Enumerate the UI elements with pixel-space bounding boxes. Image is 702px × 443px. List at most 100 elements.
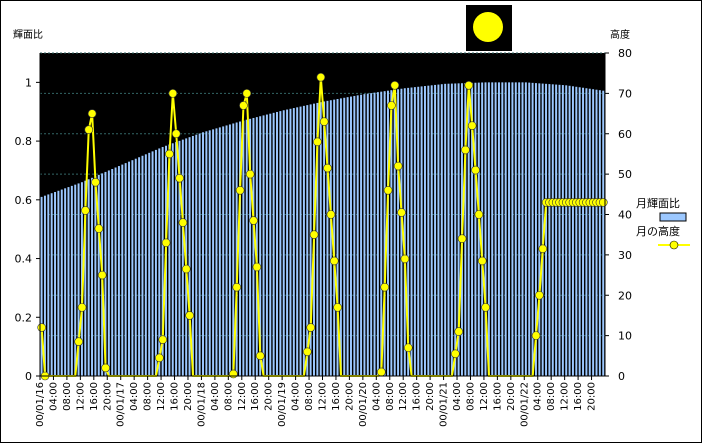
altitude-point bbox=[454, 327, 464, 336]
x-tick-label: 00/01/22 bbox=[519, 382, 530, 427]
illumination-bar bbox=[339, 98, 342, 376]
x-tick-label: 00/01/18 bbox=[196, 382, 207, 427]
altitude-point bbox=[158, 335, 168, 344]
altitude-point bbox=[319, 117, 329, 126]
illumination-bar bbox=[524, 82, 527, 376]
altitude-point bbox=[333, 303, 342, 312]
illumination-bar bbox=[588, 88, 591, 376]
illumination-bar bbox=[70, 185, 73, 376]
x-tick-label: 16:00 bbox=[573, 382, 584, 411]
illumination-bar bbox=[131, 160, 134, 376]
illumination-bar bbox=[319, 102, 322, 377]
illumination-bar bbox=[555, 84, 558, 376]
illumination-bar bbox=[474, 82, 477, 376]
illumination-bar bbox=[420, 86, 423, 377]
illumination-bar bbox=[390, 90, 393, 376]
x-tick-label: 16:00 bbox=[412, 382, 423, 411]
illumination-bar bbox=[410, 87, 413, 377]
altitude-point bbox=[380, 282, 390, 292]
illumination-bar bbox=[265, 114, 268, 376]
illumination-bar bbox=[64, 188, 67, 376]
illumination-bar bbox=[343, 97, 346, 377]
illumination-bar bbox=[326, 100, 329, 376]
illumination-bar bbox=[91, 177, 94, 376]
illumination-bar bbox=[538, 83, 541, 377]
illumination-bar bbox=[575, 86, 578, 376]
altitude-point bbox=[306, 323, 316, 332]
illumination-bar bbox=[74, 184, 77, 376]
illumination-bar bbox=[430, 85, 433, 377]
x-tick-label: 12:00 bbox=[156, 382, 167, 411]
illumination-bar bbox=[528, 82, 531, 376]
illumination-bar bbox=[484, 82, 487, 376]
altitude-point bbox=[252, 262, 262, 272]
altitude-point bbox=[323, 163, 332, 173]
illumination-bar bbox=[585, 88, 588, 377]
altitude-point bbox=[538, 244, 548, 254]
illumination-bar bbox=[272, 112, 275, 377]
illumination-bar bbox=[232, 123, 235, 377]
x-tick-label: 16:00 bbox=[89, 382, 100, 411]
x-tick-label: 20:00 bbox=[344, 382, 355, 411]
illumination-bar bbox=[336, 99, 339, 377]
altitude-point bbox=[87, 109, 97, 118]
altitude-point bbox=[313, 137, 322, 147]
illumination-bar bbox=[84, 180, 87, 376]
legend-swatch-illumination bbox=[659, 212, 687, 222]
illumination-bar bbox=[487, 82, 490, 376]
left-tick-label: 0.2 bbox=[15, 311, 33, 324]
illumination-bar bbox=[602, 90, 605, 376]
illumination-bar bbox=[471, 82, 474, 376]
illumination-bar bbox=[491, 82, 494, 376]
illumination-bar bbox=[171, 143, 174, 376]
illumination-bar bbox=[228, 124, 231, 377]
illumination-bar bbox=[531, 82, 534, 376]
illumination-bar bbox=[114, 167, 117, 376]
illumination-bar bbox=[47, 194, 50, 376]
altitude-point bbox=[400, 254, 410, 264]
illumination-bar bbox=[148, 152, 151, 376]
x-tick-label: 16:00 bbox=[250, 382, 261, 411]
altitude-point bbox=[329, 256, 339, 266]
altitude-point bbox=[185, 311, 194, 320]
illumination-bar bbox=[400, 88, 403, 376]
altitude-point bbox=[101, 363, 110, 373]
altitude-point bbox=[474, 210, 484, 219]
illumination-bar bbox=[417, 86, 420, 376]
illumination-bar bbox=[323, 101, 326, 376]
left-axis-title: 輝面比 bbox=[13, 30, 43, 41]
illumination-bar bbox=[235, 122, 238, 376]
x-tick-label: 08:00 bbox=[546, 382, 557, 411]
altitude-point bbox=[235, 185, 245, 195]
illumination-bar bbox=[144, 154, 147, 376]
illumination-bar bbox=[181, 139, 184, 376]
altitude-point bbox=[74, 337, 83, 346]
altitude-point bbox=[249, 216, 258, 225]
illumination-bar bbox=[548, 84, 551, 377]
altitude-point bbox=[77, 303, 87, 312]
illumination-bar bbox=[423, 86, 426, 376]
altitude-point bbox=[383, 185, 393, 195]
illumination-bar bbox=[269, 113, 272, 376]
left-tick-label: 0 bbox=[25, 370, 32, 383]
illumination-bar bbox=[299, 106, 302, 377]
right-tick-label: 0 bbox=[618, 370, 625, 383]
illumination-bar bbox=[175, 142, 178, 376]
illumination-bar bbox=[279, 111, 282, 376]
altitude-point bbox=[316, 72, 326, 82]
illumination-bar bbox=[534, 83, 537, 377]
altitude-point bbox=[387, 101, 396, 110]
x-tick-label: 08:00 bbox=[465, 382, 476, 411]
illumination-bar bbox=[346, 97, 349, 377]
illumination-bar bbox=[413, 87, 416, 376]
illumination-bar bbox=[121, 164, 124, 376]
illumination-bar bbox=[151, 151, 154, 376]
x-tick-label: 00/01/20 bbox=[358, 382, 369, 427]
illumination-bar bbox=[582, 87, 585, 376]
illumination-bar bbox=[222, 126, 225, 376]
illumination-bar bbox=[501, 82, 504, 376]
legend-swatch-altitude bbox=[658, 240, 690, 250]
left-tick-label: 1 bbox=[25, 76, 32, 89]
x-tick-label: 12:00 bbox=[560, 382, 571, 411]
illumination-bar bbox=[504, 82, 507, 376]
